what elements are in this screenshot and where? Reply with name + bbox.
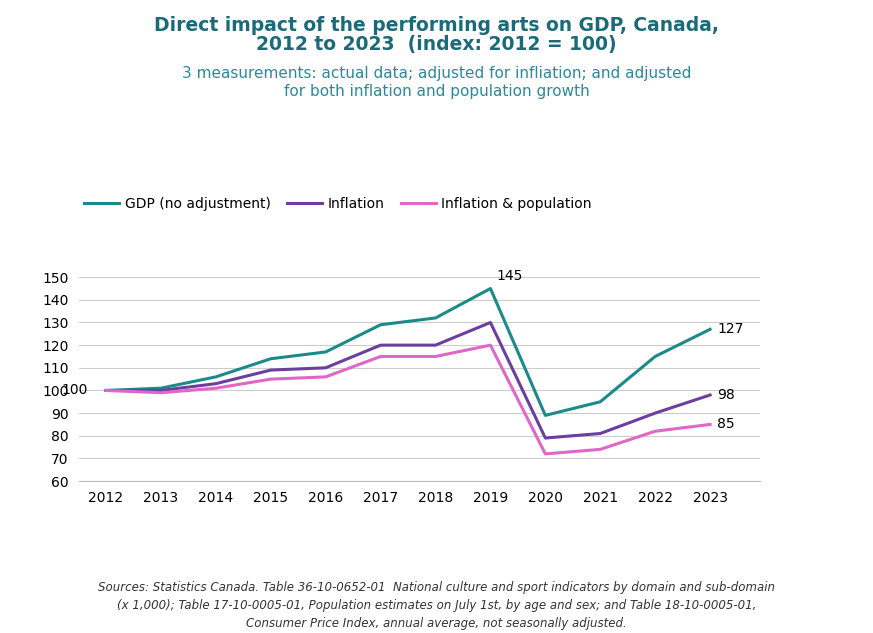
- Text: Direct impact of the performing arts on GDP, Canada,: Direct impact of the performing arts on …: [154, 16, 719, 35]
- Text: 127: 127: [717, 322, 744, 336]
- Text: 98: 98: [717, 388, 735, 402]
- Text: 145: 145: [496, 269, 522, 283]
- Text: Sources: Statistics Canada. Table 36-10-0652-01  National culture and sport indi: Sources: Statistics Canada. Table 36-10-…: [98, 581, 775, 630]
- Text: 85: 85: [717, 417, 735, 432]
- Legend: GDP (no adjustment), Inflation, Inflation & population: GDP (no adjustment), Inflation, Inflatio…: [79, 191, 597, 216]
- Text: 2012 to 2023  (index: 2012 = 100): 2012 to 2023 (index: 2012 = 100): [256, 35, 617, 54]
- Text: 3 measurements: actual data; adjusted for infliation; and adjusted: 3 measurements: actual data; adjusted fo…: [182, 66, 691, 82]
- Text: 100: 100: [62, 384, 88, 398]
- Text: for both inflation and population growth: for both inflation and population growth: [284, 84, 589, 99]
